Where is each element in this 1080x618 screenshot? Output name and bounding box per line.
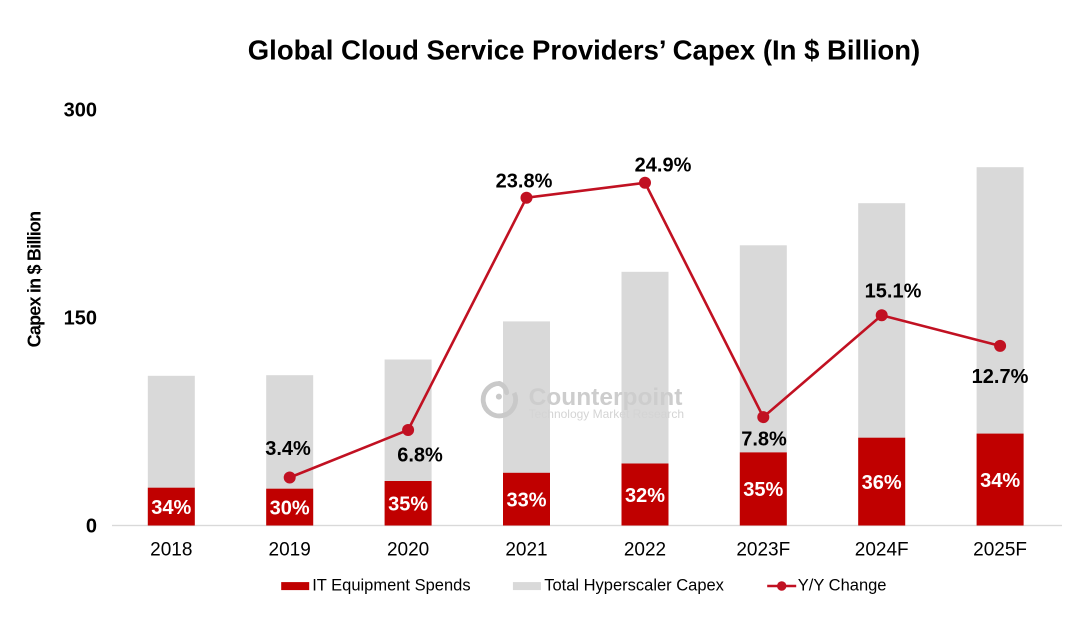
svg-text:Total Hyperscaler Capex: Total Hyperscaler Capex (544, 577, 724, 595)
svg-text:35%: 35% (388, 494, 428, 516)
svg-text:7.8%: 7.8% (741, 428, 787, 450)
svg-text:30%: 30% (270, 497, 310, 519)
svg-text:150: 150 (64, 308, 97, 330)
svg-text:6.8%: 6.8% (397, 444, 443, 466)
svg-text:Counterpoint: Counterpoint (529, 384, 683, 411)
svg-text:2025F: 2025F (973, 539, 1027, 560)
svg-text:2022: 2022 (624, 539, 666, 560)
svg-text:2021: 2021 (505, 539, 547, 560)
svg-text:Technology Market Research: Technology Market Research (529, 407, 684, 421)
svg-text:2024F: 2024F (855, 539, 909, 560)
svg-text:34%: 34% (980, 470, 1020, 492)
svg-text:2023F: 2023F (736, 539, 790, 560)
svg-text:Global Cloud Service Providers: Global Cloud Service Providers’ Capex (I… (248, 34, 920, 65)
svg-text:36%: 36% (862, 472, 902, 494)
svg-text:23.8%: 23.8% (496, 170, 553, 192)
svg-text:24.9%: 24.9% (635, 154, 692, 176)
svg-text:2019: 2019 (269, 539, 311, 560)
svg-text:2020: 2020 (387, 539, 429, 560)
svg-text:3.4%: 3.4% (265, 438, 311, 460)
svg-text:IT Equipment Spends: IT Equipment Spends (312, 577, 470, 595)
svg-text:32%: 32% (625, 485, 665, 507)
svg-text:15.1%: 15.1% (865, 280, 922, 302)
svg-text:Capex in $ Billion: Capex in $ Billion (25, 212, 45, 348)
svg-text:33%: 33% (506, 489, 546, 511)
svg-text:Y/Y Change: Y/Y Change (798, 577, 887, 595)
svg-text:34%: 34% (151, 497, 191, 519)
svg-text:0: 0 (86, 516, 97, 538)
svg-text:300: 300 (64, 99, 97, 121)
svg-text:12.7%: 12.7% (972, 366, 1029, 388)
svg-text:2018: 2018 (150, 539, 192, 560)
svg-text:35%: 35% (743, 479, 783, 501)
